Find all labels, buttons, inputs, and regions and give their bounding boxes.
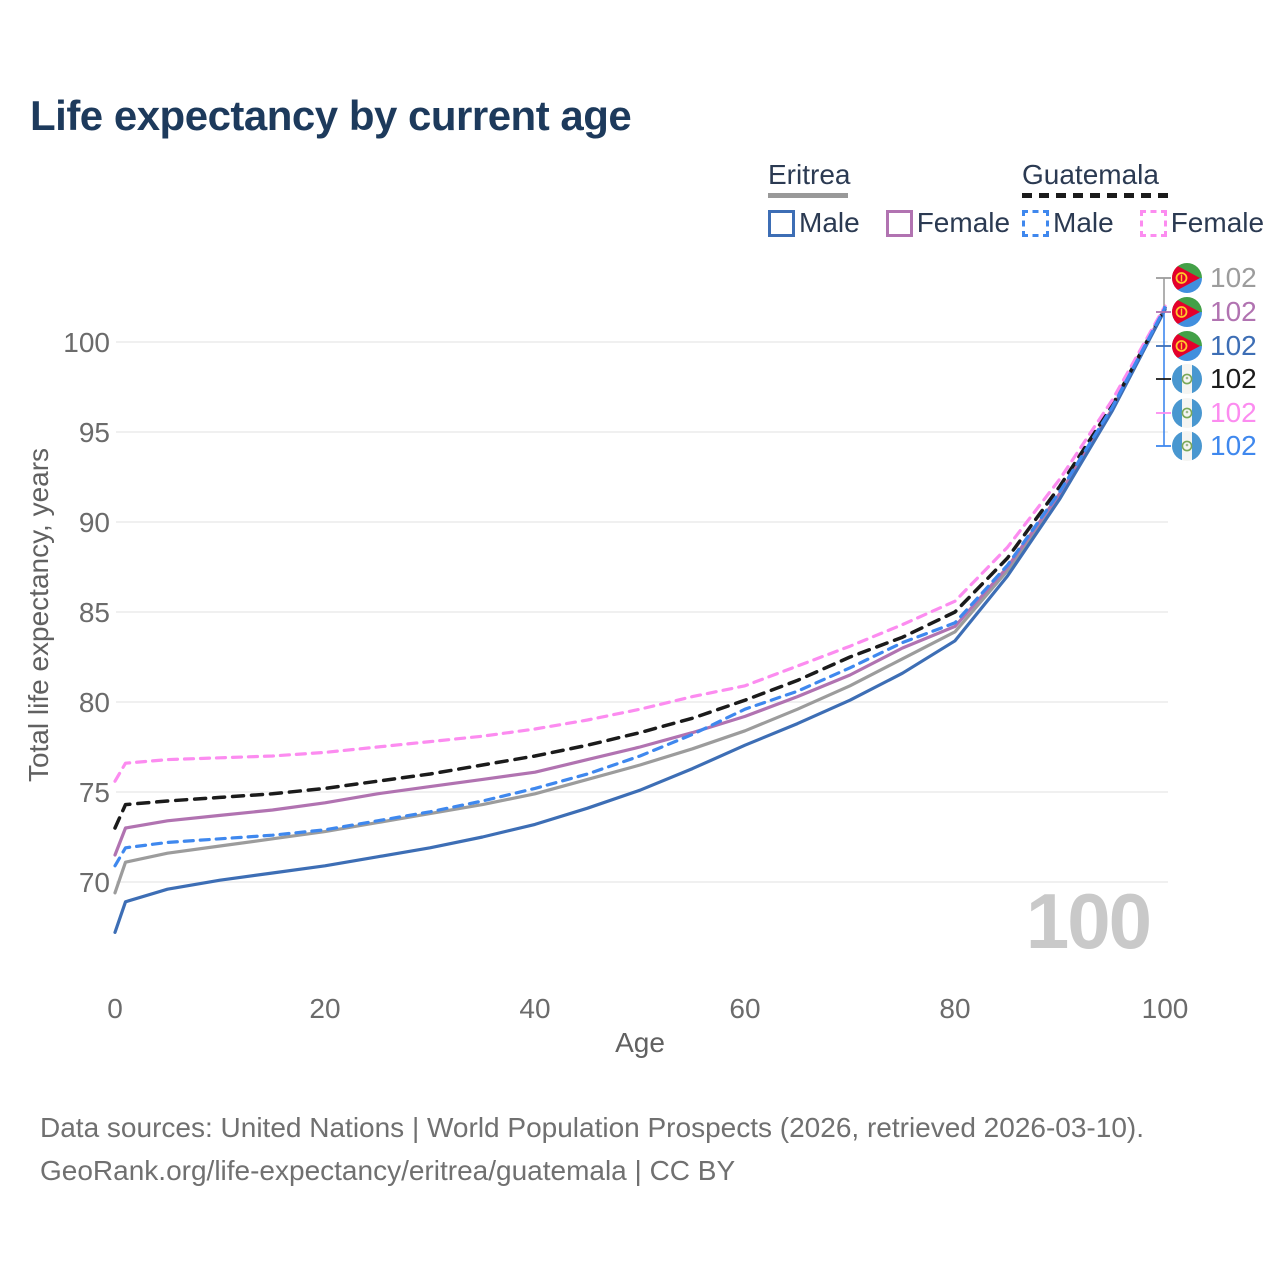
end-label-row-eritrea-0[interactable]: 102 <box>1172 261 1257 295</box>
eritrea-flag-icon <box>1172 263 1202 293</box>
y-tick-label: 85 <box>79 597 110 628</box>
guatemala-flag-icon <box>1172 364 1202 394</box>
end-label-row-guatemala-3[interactable]: 102 <box>1172 362 1257 396</box>
x-tick-label: 40 <box>519 993 550 1024</box>
end-label-row-eritrea-1[interactable]: 102 <box>1172 295 1257 329</box>
x-tick-label: 80 <box>939 993 970 1024</box>
series-line-eritrea-all[interactable] <box>113 308 1167 895</box>
y-tick-label: 75 <box>79 777 110 808</box>
y-tick-label: 70 <box>79 867 110 898</box>
x-tick-label: 100 <box>1142 993 1189 1024</box>
legend-item-guatemala-male[interactable]: Male <box>1022 207 1114 239</box>
footer-attribution: GeoRank.org/life-expectancy/eritrea/guat… <box>40 1155 736 1186</box>
guatemala-flag-icon <box>1172 431 1202 461</box>
footer-data-sources: Data sources: United Nations | World Pop… <box>40 1112 1145 1143</box>
series-line-guatemala-male[interactable] <box>113 306 1167 868</box>
eritrea-flag-icon <box>1172 297 1202 327</box>
end-label-row-eritrea-2[interactable]: 102 <box>1172 329 1257 363</box>
legend-title-eritrea[interactable]: Eritrea <box>768 159 851 190</box>
eritrea-solid-line-key <box>768 193 848 198</box>
series-line-eritrea-male[interactable] <box>113 308 1167 935</box>
x-tick-label: 20 <box>309 993 340 1024</box>
end-label-value: 102 <box>1210 397 1257 428</box>
eritrea-flag-icon <box>1172 331 1202 361</box>
guatemala-male-swatch-icon <box>1022 209 1049 237</box>
legend-label-guatemala-female: Female <box>1170 207 1265 238</box>
y-tick-label: 90 <box>79 507 110 538</box>
x-axis-title: Age <box>615 1027 665 1058</box>
eritrea-male-swatch-icon <box>768 209 795 237</box>
y-axis-title: Total life expectancy, years <box>23 448 54 782</box>
guatemala-flag-icon <box>1172 398 1202 428</box>
series-line-guatemala-all[interactable] <box>113 306 1167 830</box>
legend-title-guatemala[interactable]: Guatemala <box>1022 159 1159 190</box>
end-label-row-guatemala-5[interactable]: 102 <box>1172 429 1257 463</box>
end-label-value: 102 <box>1210 430 1257 461</box>
footer: Data sources: United Nations | World Pop… <box>40 1106 1144 1192</box>
end-label-row-guatemala-4[interactable]: 102 <box>1172 396 1257 430</box>
end-label-value: 102 <box>1210 330 1257 361</box>
y-tick-label: 100 <box>63 327 110 358</box>
guatemala-female-swatch-icon <box>1139 209 1167 237</box>
guatemala-dashed-line-key <box>1022 193 1168 198</box>
legend-group-eritrea: Eritrea Male Female <box>768 160 1010 239</box>
series-line-guatemala-female[interactable] <box>113 304 1167 783</box>
y-tick-label: 95 <box>79 417 110 448</box>
legend-item-eritrea-male[interactable]: Male <box>768 207 860 239</box>
end-label-value: 102 <box>1210 363 1257 394</box>
page-title: Life expectancy by current age <box>30 92 632 139</box>
end-label-value: 102 <box>1210 296 1257 327</box>
x-tick-label: 60 <box>729 993 760 1024</box>
legend-item-guatemala-female[interactable]: Female <box>1139 207 1265 239</box>
x-tick-label: 0 <box>107 993 123 1024</box>
end-label-value: 102 <box>1210 262 1257 293</box>
legend-label-eritrea-female: Female <box>916 207 1011 238</box>
series-line-eritrea-female[interactable] <box>113 306 1167 857</box>
watermark-age-label: 100 <box>1025 877 1152 965</box>
eritrea-female-swatch-icon <box>885 209 913 237</box>
legend-item-eritrea-female[interactable]: Female <box>885 207 1011 239</box>
legend-label-guatemala-male: Male <box>1053 207 1114 238</box>
legend-label-eritrea-male: Male <box>799 207 860 238</box>
y-tick-label: 80 <box>79 687 110 718</box>
legend-group-guatemala: Guatemala Male Female <box>1022 160 1264 239</box>
